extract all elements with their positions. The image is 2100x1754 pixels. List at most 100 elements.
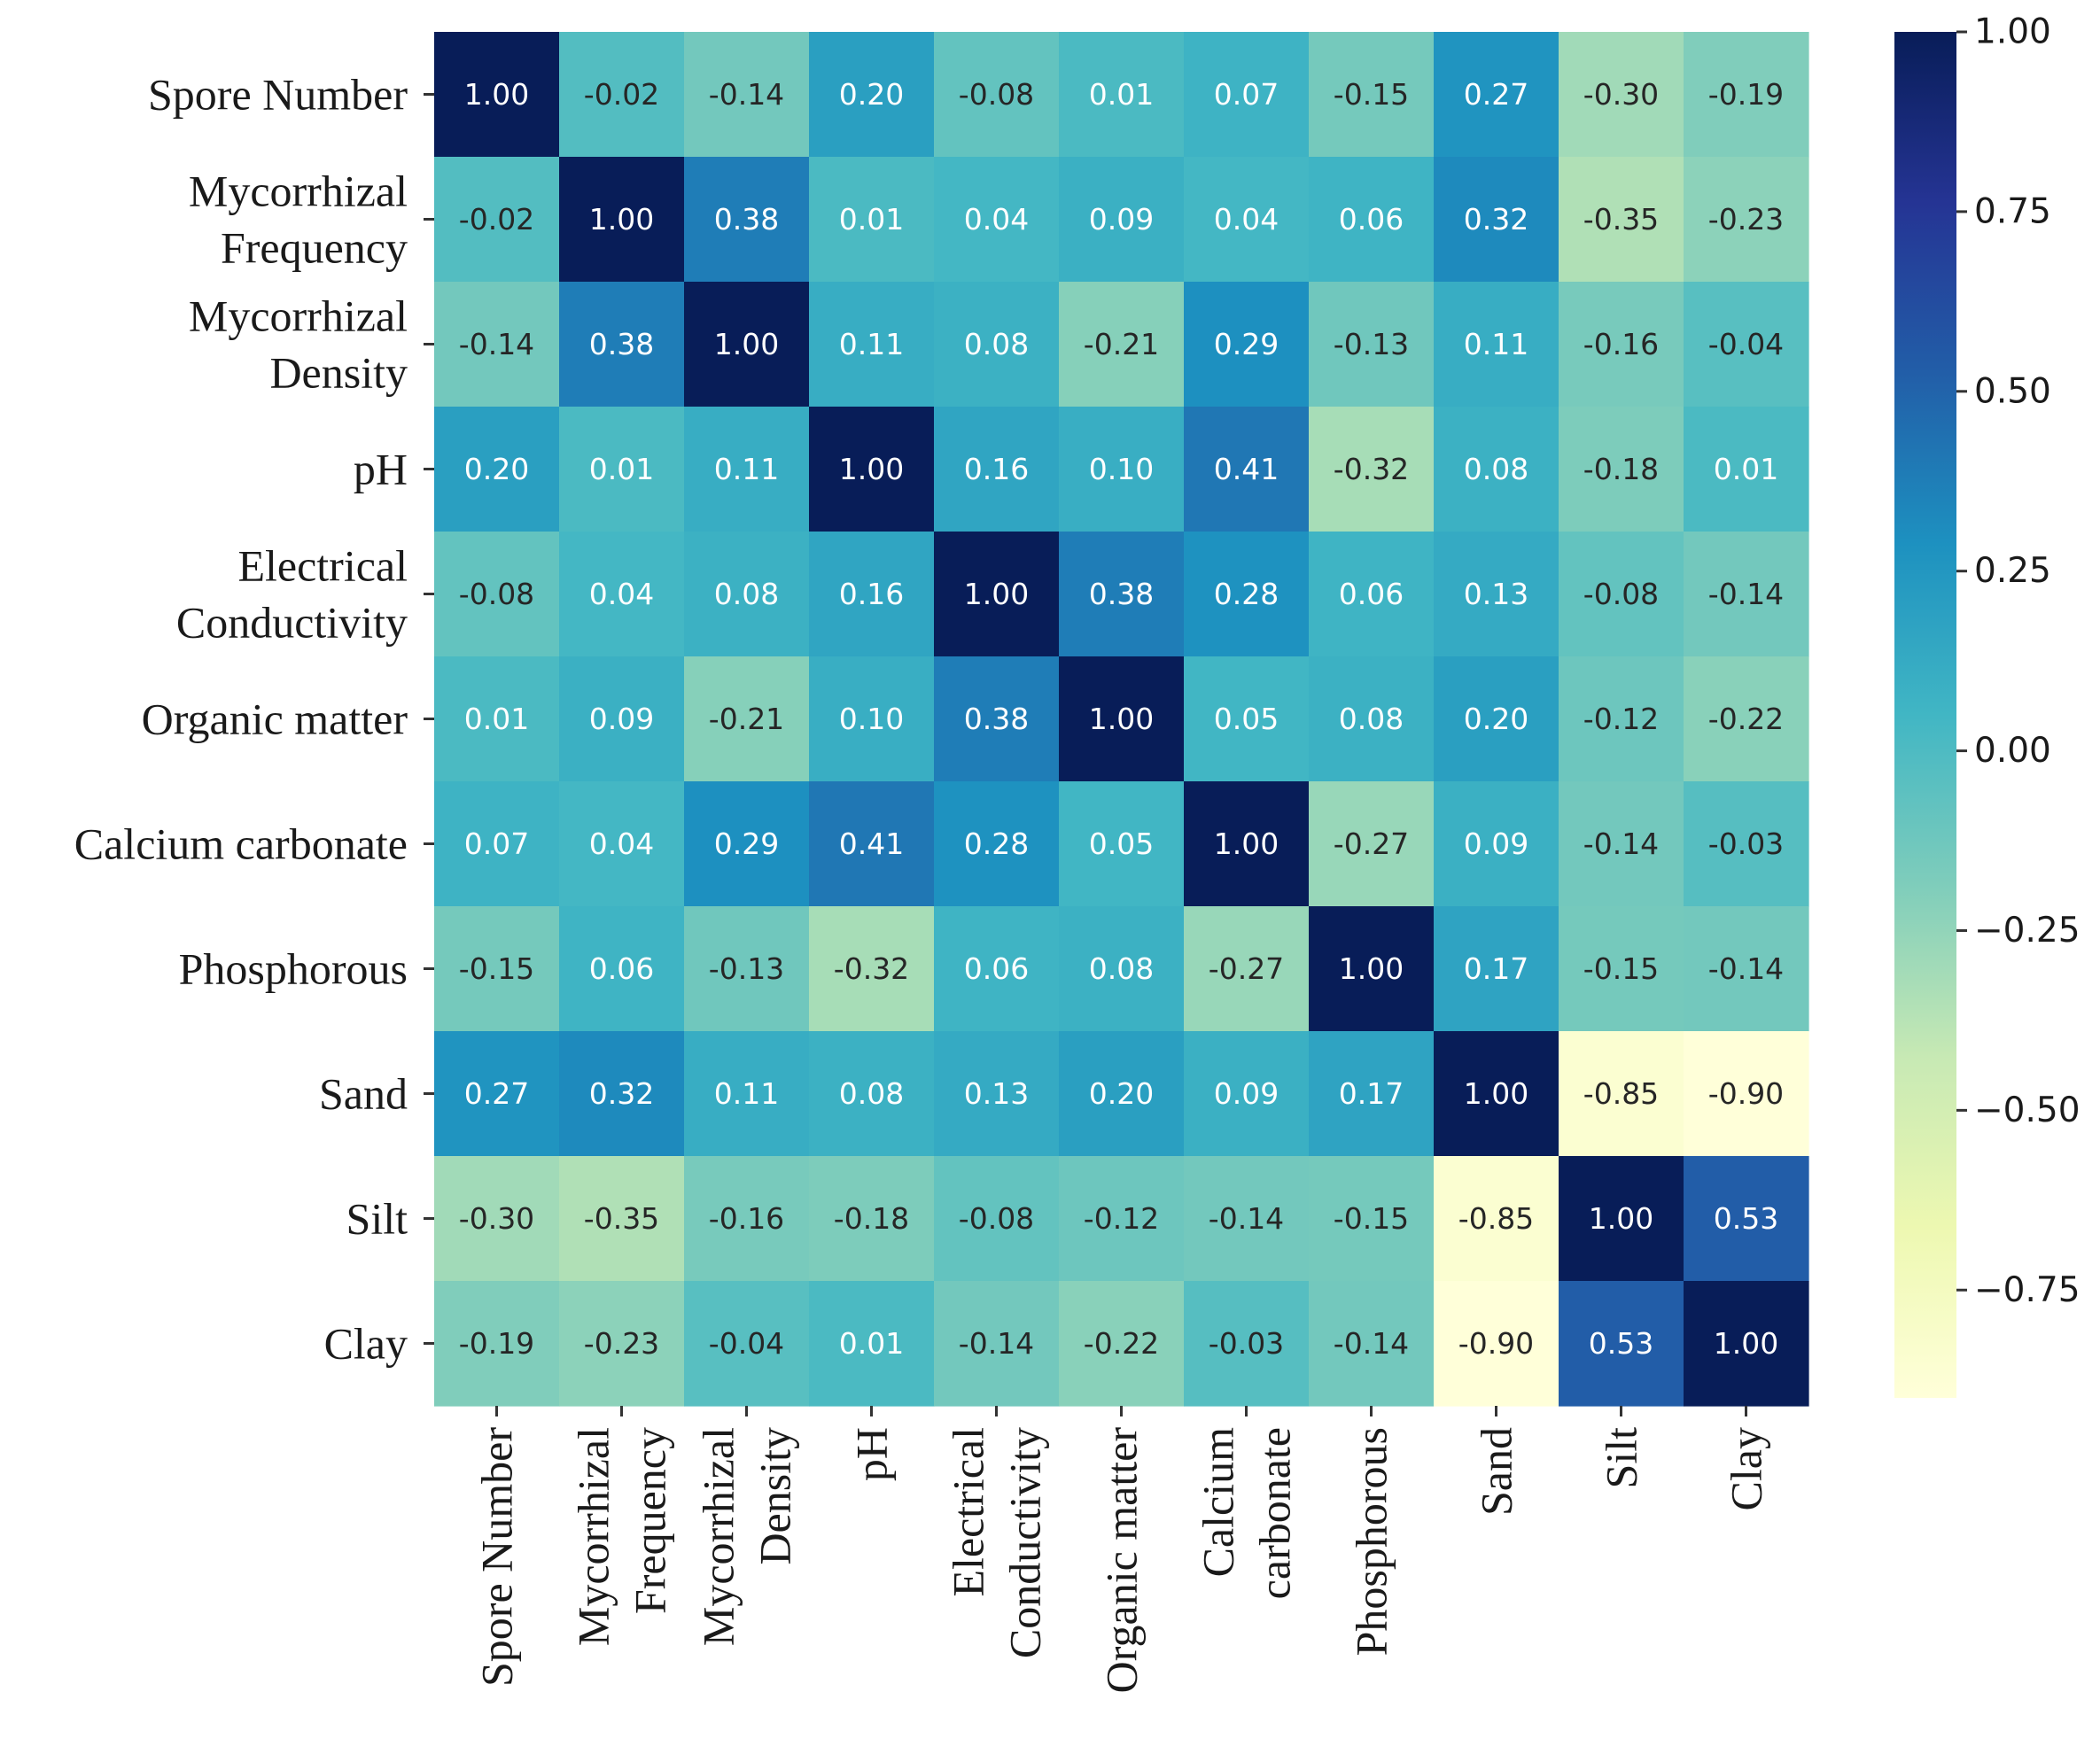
cell-value-label: 0.11 — [839, 327, 904, 361]
heatmap-cell — [1184, 407, 1310, 532]
heatmap-cell — [684, 1031, 810, 1157]
heatmap-cell — [809, 157, 935, 283]
heatmap-cell — [559, 1031, 685, 1157]
heatmap-cell — [1059, 282, 1185, 407]
heatmap-cell — [1184, 532, 1310, 657]
cell-value-label: -0.14 — [1209, 1201, 1284, 1236]
column-label: Spore Number — [472, 1427, 522, 1687]
heatmap-cell — [1434, 32, 1559, 158]
cell-value-label: 0.06 — [589, 951, 654, 986]
cell-value-label: 0.38 — [589, 327, 654, 361]
cell-value-label: 0.16 — [964, 452, 1029, 486]
heatmap-cell — [1309, 32, 1435, 158]
column-label: Mycorrhizal — [569, 1427, 618, 1646]
cell-value-label: -0.15 — [459, 951, 534, 986]
cell-value-label: 0.06 — [1339, 202, 1404, 237]
cell-value-label: 0.20 — [464, 452, 529, 486]
cell-value-label: 1.00 — [714, 327, 779, 361]
heatmap-cell — [1309, 1156, 1435, 1282]
cell-value-label: -0.08 — [959, 1201, 1034, 1236]
column-label: Silt — [1597, 1427, 1646, 1489]
heatmap-cell — [934, 32, 1060, 158]
heatmap-cell — [1184, 1281, 1310, 1407]
cell-value-label: -0.18 — [834, 1201, 909, 1236]
heatmap-cell — [1309, 157, 1435, 283]
cell-value-label: -0.13 — [1334, 327, 1409, 361]
heatmap-cell — [684, 157, 810, 283]
heatmap-cell — [934, 781, 1060, 907]
heatmap-cell — [559, 656, 685, 782]
heatmap-cell — [1684, 407, 1809, 532]
heatmap-cell — [1059, 1031, 1185, 1157]
heatmap-cell — [1434, 282, 1559, 407]
cell-value-label: 0.13 — [1464, 577, 1528, 611]
cell-value-label: -0.32 — [834, 951, 909, 986]
cell-value-label: 0.17 — [1339, 1076, 1404, 1111]
heatmap-cell — [1184, 656, 1310, 782]
cell-value-label: 0.08 — [714, 577, 779, 611]
heatmap-cell — [1059, 906, 1185, 1032]
heatmap-cell — [434, 1156, 560, 1282]
heatmap-cell — [1184, 32, 1310, 158]
colorbar-tick-label: 0.50 — [1974, 371, 2051, 411]
cell-value-label: 0.53 — [1714, 1201, 1778, 1236]
heatmap-cell — [434, 282, 560, 407]
cell-value-label: 0.06 — [1339, 577, 1404, 611]
heatmap-cell — [934, 656, 1060, 782]
heatmap-cell — [1059, 781, 1185, 907]
cell-value-label: 0.09 — [1464, 827, 1528, 861]
heatmap-cell — [1059, 157, 1185, 283]
cell-value-label: -0.22 — [1708, 702, 1784, 736]
cell-value-label: -0.30 — [459, 1201, 534, 1236]
cell-value-label: -0.12 — [1084, 1201, 1159, 1236]
cell-value-label: 0.01 — [589, 452, 654, 486]
heatmap-cell — [1434, 781, 1559, 907]
cell-value-label: -0.14 — [959, 1326, 1034, 1361]
cell-value-label: 0.20 — [1089, 1076, 1154, 1111]
cell-value-label: -0.08 — [459, 577, 534, 611]
cell-value-label: -0.14 — [1334, 1326, 1409, 1361]
heatmap-cell — [559, 781, 685, 907]
cell-value-label: 0.08 — [839, 1076, 904, 1111]
cell-value-label: 0.29 — [1214, 327, 1279, 361]
heatmap-cell — [934, 1281, 1060, 1407]
cell-value-label: 0.05 — [1214, 702, 1279, 736]
column-label: pH — [847, 1427, 897, 1481]
cell-value-label: 0.41 — [1214, 452, 1279, 486]
heatmap-cell — [434, 656, 560, 782]
cell-value-label: -0.90 — [1458, 1326, 1534, 1361]
column-label: Organic matter — [1097, 1427, 1147, 1694]
heatmap-cell — [1434, 906, 1559, 1032]
heatmap-cell — [809, 407, 935, 532]
heatmap-cell — [809, 781, 935, 907]
cell-value-label: -0.23 — [1708, 202, 1784, 237]
heatmap-cell — [1684, 656, 1809, 782]
cell-value-label: 1.00 — [464, 77, 529, 112]
column-label: Clay — [1722, 1427, 1771, 1510]
heatmap-cell — [559, 32, 685, 158]
heatmap-cell — [1684, 1156, 1809, 1282]
cell-value-label: -0.15 — [1583, 951, 1659, 986]
heatmap-cell — [684, 407, 810, 532]
column-labels: Spore Number Mycorrhizal Frequency Mycorrhi… — [472, 1406, 1771, 1693]
cell-value-label: -0.04 — [709, 1326, 784, 1361]
heatmap-cell — [684, 1156, 810, 1282]
heatmap-cell — [1184, 282, 1310, 407]
row-label: pH — [354, 445, 408, 494]
cell-value-label: 0.13 — [964, 1076, 1029, 1111]
heatmap-cell — [1434, 532, 1559, 657]
cell-value-label: 1.00 — [839, 452, 904, 486]
heatmap-cell — [1309, 407, 1435, 532]
heatmap-cell — [809, 1031, 935, 1157]
cell-value-label: -0.85 — [1583, 1076, 1659, 1111]
colorbar-tick-label: −0.50 — [1974, 1090, 2081, 1130]
heatmap-cell — [684, 656, 810, 782]
heatmap-cell — [559, 1281, 685, 1407]
heatmap-cell — [684, 1281, 810, 1407]
heatmap-cell — [809, 656, 935, 782]
heatmap-cell — [1559, 407, 1684, 532]
cell-value-label: -0.18 — [1583, 452, 1659, 486]
cell-value-label: 0.20 — [1464, 702, 1528, 736]
heatmap-cell — [1684, 1281, 1809, 1407]
cell-value-label: -0.03 — [1708, 827, 1784, 861]
